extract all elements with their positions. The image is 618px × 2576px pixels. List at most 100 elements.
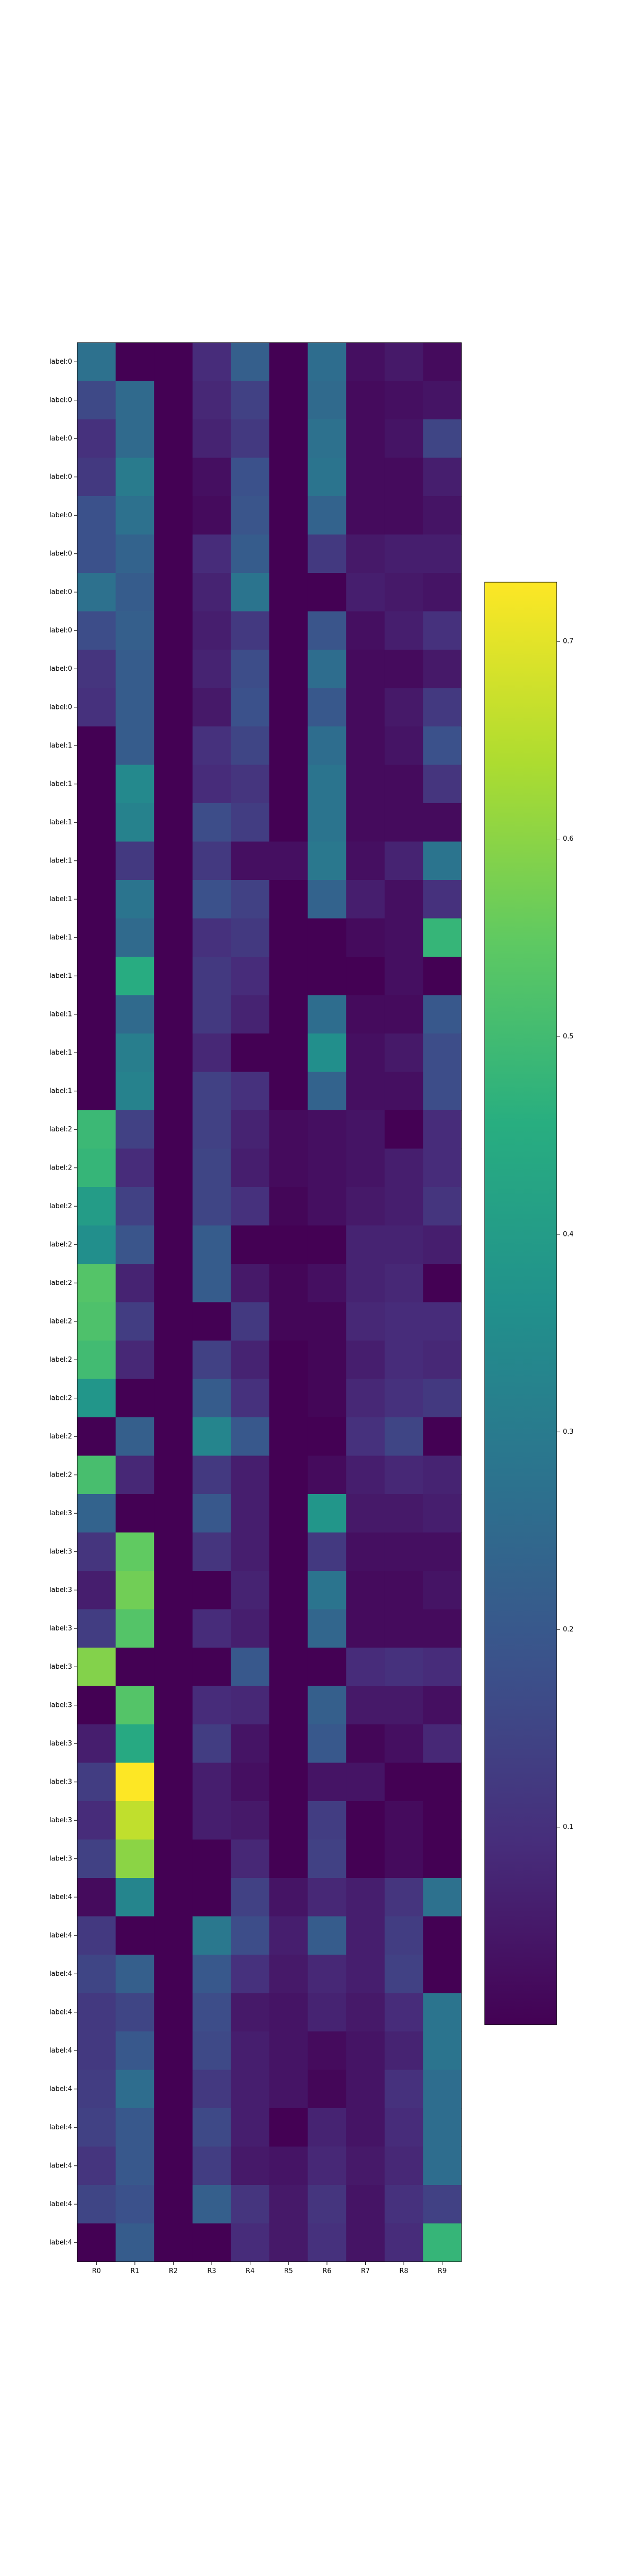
heatmap-cell [154, 1839, 193, 1878]
heatmap-cell [423, 2146, 462, 2185]
heatmap-cell [231, 457, 270, 497]
heatmap-cell [423, 534, 462, 573]
heatmap-cell [77, 573, 116, 612]
heatmap-cell [423, 1341, 462, 1380]
heatmap-cell [269, 381, 308, 420]
heatmap-cell [269, 1878, 308, 1917]
heatmap-cell [307, 1571, 347, 1610]
heatmap-cell [346, 1379, 385, 1418]
heatmap-cell [231, 650, 270, 689]
heatmap-cell [231, 2031, 270, 2071]
heatmap-cell [384, 957, 423, 996]
heatmap-cell [346, 381, 385, 420]
heatmap-cell [269, 1955, 308, 1994]
heatmap-cell [269, 343, 308, 382]
heatmap-cell [77, 534, 116, 573]
heatmap-cell [154, 957, 193, 996]
heatmap-cell [384, 765, 423, 804]
heatmap-cell [192, 765, 231, 804]
heatmap-cell [77, 1571, 116, 1610]
heatmap-cell [346, 1878, 385, 1917]
heatmap-cell [269, 1686, 308, 1725]
row-tick-label: label:0 [49, 626, 72, 634]
heatmap-cell [307, 1033, 347, 1073]
heatmap-cell [346, 1110, 385, 1149]
heatmap-cell [384, 1494, 423, 1533]
row-tick-label: label:2 [49, 1241, 72, 1248]
heatmap-cell [154, 995, 193, 1034]
heatmap-cell [192, 1379, 231, 1418]
heatmap-cell [307, 1686, 347, 1725]
row-tick-label: label:0 [49, 358, 72, 366]
heatmap-cell [269, 1648, 308, 1687]
heatmap-cell [269, 611, 308, 650]
column-tick-label: R5 [284, 2267, 293, 2275]
heatmap-cell [346, 726, 385, 766]
heatmap-cell [346, 1187, 385, 1226]
heatmap-cell [115, 1839, 154, 1878]
heatmap-cell [115, 1033, 154, 1073]
heatmap-cell [115, 1878, 154, 1917]
heatmap-cell [346, 419, 385, 459]
heatmap-cell [231, 1417, 270, 1456]
heatmap-cell [154, 1072, 193, 1111]
heatmap-cell [154, 1341, 193, 1380]
heatmap-cell [346, 1033, 385, 1073]
heatmap-cell [115, 2223, 154, 2262]
heatmap-cell [269, 1993, 308, 2032]
heatmap-cell [77, 1762, 116, 1802]
heatmap-cell [269, 457, 308, 497]
heatmap-cell [231, 2223, 270, 2262]
heatmap-cell [192, 2031, 231, 2071]
heatmap-cell [77, 419, 116, 459]
heatmap-cell [346, 1532, 385, 1571]
heatmap-cell [307, 573, 347, 612]
heatmap-cell [384, 1878, 423, 1917]
heatmap-cell [192, 1648, 231, 1687]
heatmap-cell [346, 688, 385, 727]
heatmap-cell [269, 2031, 308, 2071]
heatmap-cell [423, 2031, 462, 2071]
heatmap-cell [346, 1916, 385, 1955]
row-tick-label: label:1 [49, 895, 72, 903]
heatmap-cell [346, 1686, 385, 1725]
heatmap-cell [384, 1341, 423, 1380]
heatmap-cell [384, 995, 423, 1034]
heatmap-cell [115, 918, 154, 957]
colorbar-tick-label: 0.5 [563, 1033, 574, 1041]
heatmap-cell [115, 995, 154, 1034]
heatmap-cell [192, 381, 231, 420]
heatmap-cell [423, 841, 462, 880]
heatmap-cell [115, 1801, 154, 1840]
heatmap-cell [346, 1072, 385, 1111]
heatmap-cell [192, 880, 231, 919]
heatmap-cell [154, 1417, 193, 1456]
heatmap-cell [384, 534, 423, 573]
heatmap-cell [423, 995, 462, 1034]
heatmap-cell [77, 1379, 116, 1418]
heatmap-cell [231, 1571, 270, 1610]
heatmap-cell [192, 1609, 231, 1648]
row-tick-label: label:2 [49, 1202, 72, 1210]
heatmap-cell [269, 1916, 308, 1955]
heatmap-cell [384, 841, 423, 880]
heatmap-cell [231, 1878, 270, 1917]
heatmap-cell [115, 534, 154, 573]
heatmap-cell [346, 1724, 385, 1764]
heatmap-cell [307, 995, 347, 1034]
colorbar-tick-label: 0.2 [563, 1625, 574, 1633]
heatmap-cell [346, 1417, 385, 1456]
heatmap-cell [77, 1264, 116, 1303]
column-tick-label: R2 [169, 2267, 178, 2275]
heatmap-cell [307, 803, 347, 842]
heatmap-cell [423, 2070, 462, 2109]
heatmap-cell [384, 419, 423, 459]
heatmap-cell [77, 765, 116, 804]
heatmap-cell [115, 957, 154, 996]
row-tick-label: label:2 [49, 1279, 72, 1287]
heatmap-cell [307, 1839, 347, 1878]
heatmap-cell [307, 688, 347, 727]
heatmap-cell [231, 918, 270, 957]
heatmap-cell [384, 1072, 423, 1111]
heatmap-cell [384, 1916, 423, 1955]
